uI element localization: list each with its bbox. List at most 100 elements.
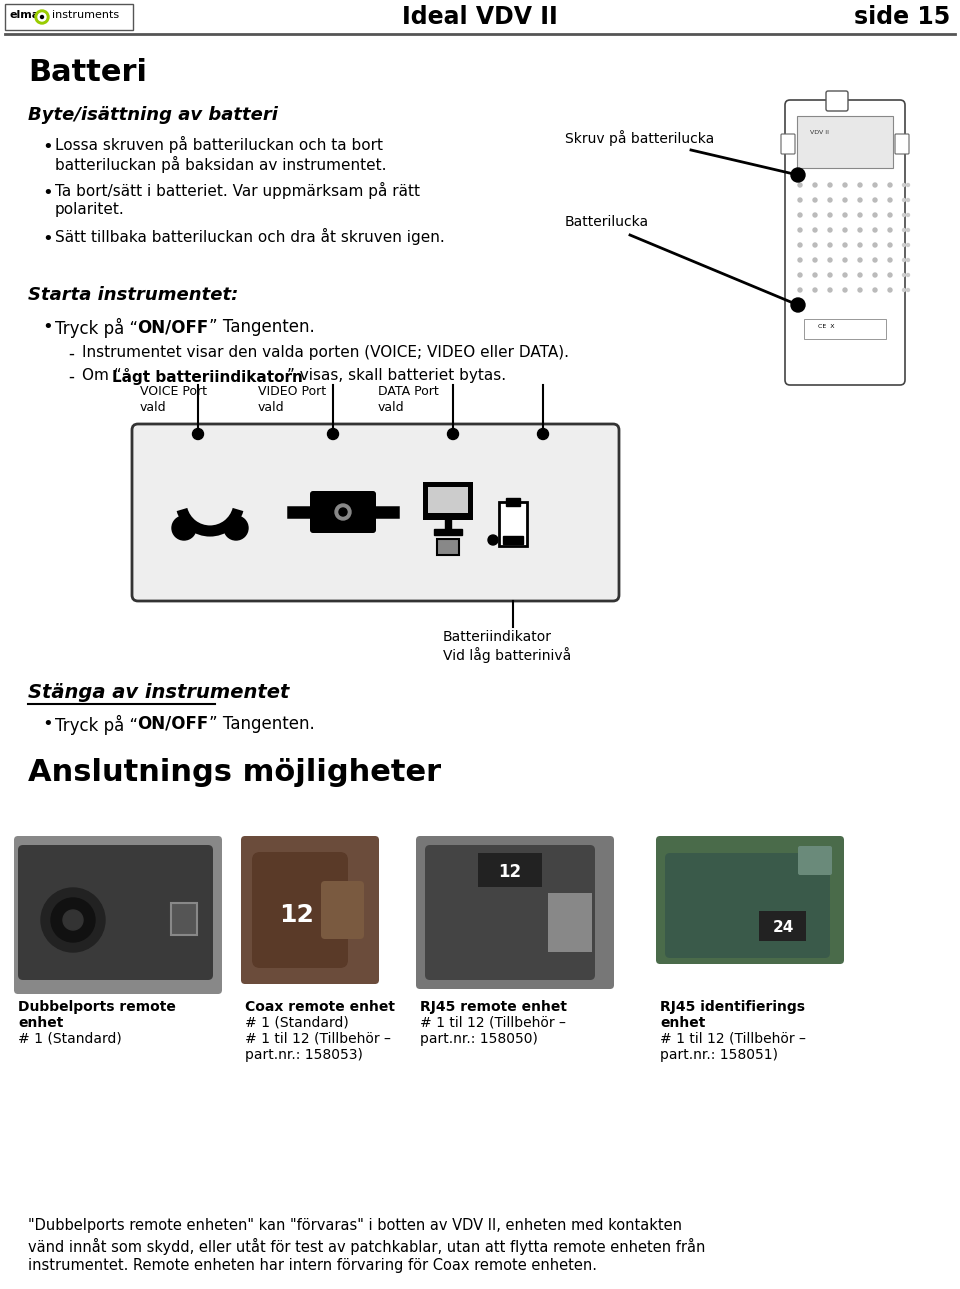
Circle shape xyxy=(906,244,909,246)
Circle shape xyxy=(906,214,909,217)
Text: CE  X: CE X xyxy=(818,324,834,329)
Circle shape xyxy=(888,183,892,187)
FancyBboxPatch shape xyxy=(252,852,348,968)
Circle shape xyxy=(906,199,909,201)
Circle shape xyxy=(35,10,49,24)
Circle shape xyxy=(828,273,832,277)
Text: -: - xyxy=(68,367,74,385)
Circle shape xyxy=(843,213,847,217)
Circle shape xyxy=(902,244,905,246)
Text: # 1 til 12 (Tillbehör –: # 1 til 12 (Tillbehör – xyxy=(660,1032,805,1045)
Circle shape xyxy=(873,183,877,187)
Text: Coax remote enhet: Coax remote enhet xyxy=(245,1000,395,1014)
Text: Stänga av instrumentet: Stänga av instrumentet xyxy=(28,683,289,703)
Circle shape xyxy=(828,244,832,247)
Circle shape xyxy=(906,259,909,262)
Circle shape xyxy=(902,199,905,201)
Circle shape xyxy=(335,504,351,519)
Text: ON/OFF: ON/OFF xyxy=(137,715,208,733)
Text: Vid låg batterinivå: Vid låg batterinivå xyxy=(443,647,571,663)
Circle shape xyxy=(858,213,862,217)
Text: Tryck på “: Tryck på “ xyxy=(55,318,138,338)
Text: ” Tangenten.: ” Tangenten. xyxy=(209,318,315,336)
Circle shape xyxy=(798,228,802,232)
Text: part.nr.: 158051): part.nr.: 158051) xyxy=(660,1048,778,1062)
Circle shape xyxy=(843,183,847,187)
FancyBboxPatch shape xyxy=(781,134,795,153)
Text: vänd innåt som skydd, eller utåt för test av patchkablar, utan att flytta remote: vänd innåt som skydd, eller utåt för tes… xyxy=(28,1237,706,1255)
Circle shape xyxy=(791,168,805,182)
FancyBboxPatch shape xyxy=(798,846,832,875)
Text: Dubbelports remote: Dubbelports remote xyxy=(18,1000,176,1014)
Circle shape xyxy=(193,428,204,440)
Circle shape xyxy=(828,258,832,262)
Circle shape xyxy=(888,228,892,232)
Text: batteriluckan på baksidan av instrumentet.: batteriluckan på baksidan av instrumente… xyxy=(55,156,387,173)
Text: side 15: side 15 xyxy=(853,5,950,28)
Bar xyxy=(506,498,520,507)
Circle shape xyxy=(873,273,877,277)
Text: •: • xyxy=(42,318,53,336)
Circle shape xyxy=(858,183,862,187)
Text: Ta bort/sätt i batteriet. Var uppmärksam på rätt: Ta bort/sätt i batteriet. Var uppmärksam… xyxy=(55,182,420,199)
Text: ” visas, skall batteriet bytas.: ” visas, skall batteriet bytas. xyxy=(287,367,506,383)
FancyBboxPatch shape xyxy=(321,880,364,938)
Circle shape xyxy=(888,287,892,293)
Text: # 1 til 12 (Tillbehör –: # 1 til 12 (Tillbehör – xyxy=(420,1016,565,1030)
Circle shape xyxy=(858,273,862,277)
Text: RJ45 identifierings: RJ45 identifierings xyxy=(660,1000,805,1014)
FancyBboxPatch shape xyxy=(310,491,376,532)
Circle shape xyxy=(813,258,817,262)
Circle shape xyxy=(51,898,95,942)
Circle shape xyxy=(843,258,847,262)
Circle shape xyxy=(813,228,817,232)
FancyBboxPatch shape xyxy=(797,116,893,168)
Text: Om “: Om “ xyxy=(82,367,122,383)
Circle shape xyxy=(813,183,817,187)
Bar xyxy=(434,528,462,535)
FancyBboxPatch shape xyxy=(171,904,197,935)
Text: # 1 (Standard): # 1 (Standard) xyxy=(245,1016,348,1030)
FancyBboxPatch shape xyxy=(478,853,542,887)
Circle shape xyxy=(858,228,862,232)
Circle shape xyxy=(843,199,847,202)
Circle shape xyxy=(813,213,817,217)
Circle shape xyxy=(902,259,905,262)
Circle shape xyxy=(873,287,877,293)
Circle shape xyxy=(798,199,802,202)
Text: •: • xyxy=(42,138,53,156)
Circle shape xyxy=(339,508,347,516)
Circle shape xyxy=(902,289,905,291)
Text: 12: 12 xyxy=(498,864,521,880)
FancyBboxPatch shape xyxy=(132,424,619,601)
Text: -: - xyxy=(68,345,74,363)
Circle shape xyxy=(828,183,832,187)
Text: instruments: instruments xyxy=(52,10,119,21)
FancyBboxPatch shape xyxy=(14,837,222,994)
Circle shape xyxy=(327,428,339,440)
Text: •: • xyxy=(42,229,53,247)
Circle shape xyxy=(888,273,892,277)
Circle shape xyxy=(843,228,847,232)
Text: VDV II: VDV II xyxy=(810,130,829,135)
Circle shape xyxy=(791,298,805,312)
Text: "Dubbelports remote enheten" kan "förvaras" i botten av VDV II, enheten med kont: "Dubbelports remote enheten" kan "förvar… xyxy=(28,1218,682,1234)
Text: Batteriindikator: Batteriindikator xyxy=(443,630,552,644)
Circle shape xyxy=(488,535,498,545)
Circle shape xyxy=(906,273,909,277)
Circle shape xyxy=(813,199,817,202)
Circle shape xyxy=(858,258,862,262)
Text: 24: 24 xyxy=(772,920,794,936)
Text: Tryck på “: Tryck på “ xyxy=(55,715,138,735)
Circle shape xyxy=(902,183,905,187)
Circle shape xyxy=(798,213,802,217)
Circle shape xyxy=(798,273,802,277)
Circle shape xyxy=(828,287,832,293)
Text: Skruv på batterilucka: Skruv på batterilucka xyxy=(565,130,714,146)
Circle shape xyxy=(798,183,802,187)
Text: enhet: enhet xyxy=(18,1016,63,1030)
FancyBboxPatch shape xyxy=(895,134,909,153)
FancyBboxPatch shape xyxy=(804,318,886,339)
Circle shape xyxy=(858,244,862,247)
FancyBboxPatch shape xyxy=(18,846,213,980)
